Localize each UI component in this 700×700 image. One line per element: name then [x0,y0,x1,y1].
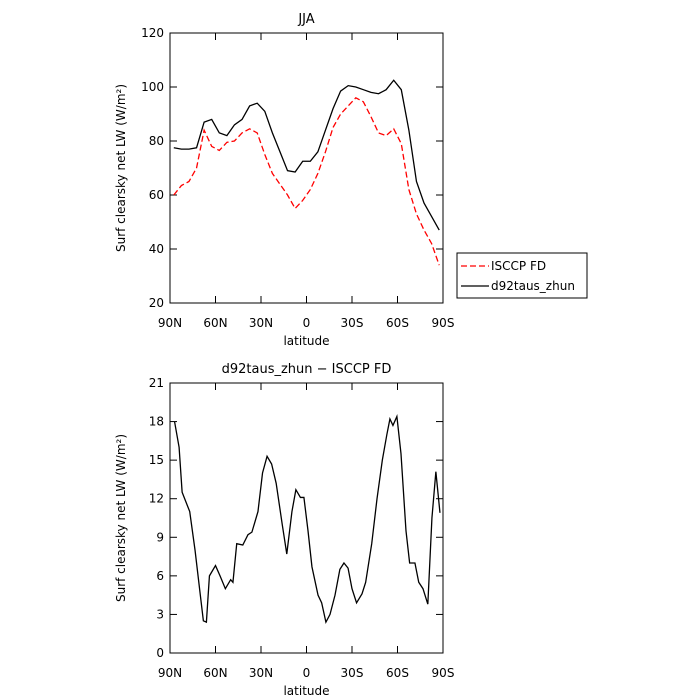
x-tick-label: 90N [158,316,182,330]
y-tick-label: 21 [149,376,164,390]
y-tick-label: 18 [149,415,164,429]
y-tick-label: 9 [156,530,164,544]
y-tick-label: 12 [149,492,164,506]
x-tick-label: 60S [386,666,409,680]
y-tick-label: 3 [156,607,164,621]
legend-label: d92taus_zhun [491,279,575,293]
x-tick-label: 30S [341,666,364,680]
x-tick-label: 0 [303,666,311,680]
y-tick-label: 15 [149,453,164,467]
data-line [173,96,440,266]
chart-title: d92taus_zhun − ISCCP FD [222,362,392,377]
legend-label: ISCCP FD [491,259,546,273]
y-axis-label: Surf clearsky net LW (W/m²) [114,84,128,252]
x-tick-label: 0 [303,316,311,330]
x-tick-label: 60S [386,316,409,330]
y-tick-label: 60 [149,188,164,202]
x-axis-label: latitude [283,334,329,348]
y-tick-label: 6 [156,569,164,583]
y-tick-label: 0 [156,646,164,660]
x-tick-label: 60N [203,316,227,330]
y-tick-label: 120 [141,26,164,40]
x-tick-label: 30N [249,666,273,680]
x-tick-label: 60N [203,666,227,680]
x-tick-label: 30N [249,316,273,330]
data-line [173,79,440,231]
legend-box [456,252,588,299]
y-tick-label: 100 [141,80,164,94]
x-tick-label: 90S [432,666,455,680]
chart-title: JJA [297,12,314,27]
x-tick-label: 30S [341,316,364,330]
x-axis-label: latitude [283,684,329,698]
data-line [173,413,441,625]
y-tick-label: 80 [149,134,164,148]
y-axis-label: Surf clearsky net LW (W/m²) [114,434,128,602]
plot-frame [169,32,444,304]
x-tick-label: 90S [432,316,455,330]
x-tick-label: 90N [158,666,182,680]
y-tick-label: 20 [149,296,164,310]
y-tick-label: 40 [149,242,164,256]
